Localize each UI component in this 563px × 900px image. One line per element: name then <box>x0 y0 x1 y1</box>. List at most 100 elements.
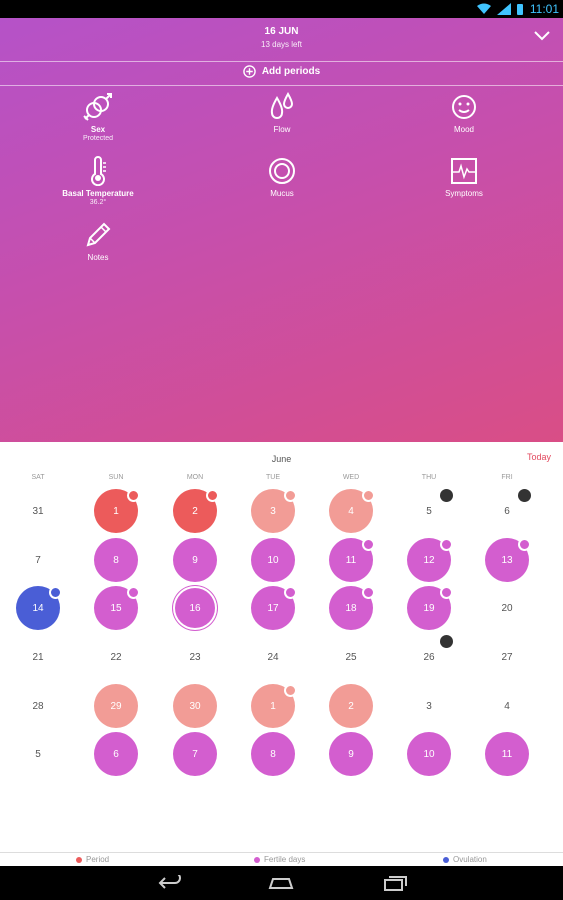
calendar-day[interactable]: 25 <box>345 651 357 663</box>
day-entry-badge <box>440 635 453 648</box>
calendar-day[interactable]: 16 <box>173 586 217 630</box>
legend-label: Fertile days <box>264 855 306 864</box>
status-icons <box>477 3 523 15</box>
tile-mood-label: Mood <box>453 125 474 134</box>
calendar-day[interactable]: 3 <box>426 700 432 712</box>
tile-symptoms[interactable]: Symptoms <box>394 156 534 198</box>
calendar: June Today SAT SUN MON TUE WED THU FRI 3 1 1 2 3 4 5 6… <box>0 442 563 852</box>
calendar-day[interactable]: 10 <box>407 732 451 776</box>
days-left: 13 days left <box>261 40 302 49</box>
calendar-day[interactable]: 27 <box>501 651 513 663</box>
calendar-day[interactable]: 31 <box>32 505 44 517</box>
day-entry-badge <box>518 538 531 551</box>
calendar-day[interactable]: 4 <box>504 700 510 712</box>
calendar-day[interactable]: 9 <box>173 538 217 582</box>
tile-mucus-label: Mucus <box>270 189 294 198</box>
calendar-day[interactable]: 5 <box>426 505 432 517</box>
drops-icon <box>270 92 294 119</box>
day-entry-badge <box>127 586 140 599</box>
pulse-icon <box>451 158 477 184</box>
calendar-day[interactable]: 7 <box>173 732 217 776</box>
calendar-day[interactable]: 20 <box>501 602 513 614</box>
system-navbar <box>0 866 563 900</box>
header-divider <box>0 61 563 62</box>
day-entry-badge <box>49 586 62 599</box>
weekday-tue: TUE <box>266 474 280 481</box>
tile-sex-value: Protected <box>83 135 113 142</box>
wifi-icon <box>477 3 491 14</box>
day-entry-badge <box>284 684 297 697</box>
tile-basal-label: Basal Temperature <box>62 189 134 198</box>
calendar-day[interactable]: 7 <box>35 554 41 566</box>
calendar-day[interactable]: 6 <box>94 732 138 776</box>
pencil-icon <box>86 222 111 247</box>
calendar-day[interactable]: 8 <box>251 732 295 776</box>
back-icon[interactable] <box>157 875 183 891</box>
tile-sex-label: Sex <box>90 125 106 134</box>
day-entry-badge <box>518 489 531 502</box>
tile-flow[interactable]: Flow <box>212 92 352 134</box>
legend: Period Fertile days Ovulation <box>0 852 563 867</box>
day-entry-badge <box>362 538 375 551</box>
home-icon[interactable] <box>268 875 294 891</box>
calendar-day[interactable]: 24 <box>267 651 279 663</box>
add-periods-label: Add periods <box>261 66 321 77</box>
add-circle-icon <box>243 65 256 78</box>
signal-icon <box>497 3 511 15</box>
add-divider <box>0 85 563 86</box>
chevron-down-icon[interactable] <box>533 30 551 42</box>
calendar-day[interactable]: 26 <box>423 651 435 663</box>
thermometer-icon <box>91 156 106 186</box>
weekday-fri: FRI <box>501 474 513 481</box>
smiley-icon <box>452 95 476 119</box>
weekday-sun: SUN <box>108 474 124 481</box>
calendar-day[interactable]: 2 <box>329 684 373 728</box>
month-title: June <box>271 454 292 464</box>
tile-symptoms-label: Symptoms <box>445 189 483 198</box>
calendar-day[interactable]: 29 <box>94 684 138 728</box>
day-detail-panel: 16 JUN 13 days left Add periods Sex Prot… <box>0 18 563 442</box>
calendar-day[interactable]: 8 <box>94 538 138 582</box>
day-entry-badge <box>284 586 297 599</box>
tile-notes[interactable]: Notes <box>28 220 168 262</box>
calendar-day[interactable]: 28 <box>32 700 44 712</box>
tile-notes-label: Notes <box>87 253 109 262</box>
day-entry-badge <box>284 489 297 502</box>
weekday-thu: THU <box>421 474 437 481</box>
calendar-day[interactable]: 5 <box>35 748 41 760</box>
legend-dot-icon <box>254 856 260 863</box>
day-entry-badge <box>440 586 453 599</box>
weekday-wed: WED <box>342 474 360 481</box>
status-bar: 11:01 <box>0 0 563 18</box>
calendar-day[interactable]: 10 <box>251 538 295 582</box>
tile-sex[interactable]: Sex Protected <box>28 92 168 142</box>
tile-basal-value: 36.2° <box>89 199 107 206</box>
mucus-icon <box>269 158 295 184</box>
selected-date: 16 JUN <box>264 26 299 37</box>
legend-item: Period <box>76 855 109 864</box>
tile-flow-label: Flow <box>273 125 291 134</box>
calendar-day[interactable]: 23 <box>189 651 201 663</box>
calendar-day[interactable]: 6 <box>504 505 510 517</box>
legend-label: Ovulation <box>453 855 487 864</box>
calendar-day[interactable]: 22 <box>110 651 122 663</box>
calendar-day[interactable]: 30 <box>173 684 217 728</box>
tile-mood[interactable]: Mood <box>394 92 534 134</box>
add-periods-button[interactable]: Add periods <box>0 65 563 81</box>
battery-icon <box>517 3 523 15</box>
today-button[interactable]: Today <box>526 452 551 462</box>
tile-mucus[interactable]: Mucus <box>212 156 352 198</box>
weekday-mon: MON <box>186 474 204 481</box>
day-entry-badge <box>440 489 453 502</box>
legend-dot-icon <box>443 856 449 863</box>
recents-icon[interactable] <box>382 875 408 891</box>
weekday-sat: SAT <box>31 474 45 481</box>
day-header[interactable]: 16 JUN 13 days left <box>0 18 563 62</box>
tile-basal-temperature[interactable]: Basal Temperature 36.2° <box>28 156 168 206</box>
legend-item: Ovulation <box>443 855 487 864</box>
calendar-day[interactable]: 11 <box>485 732 529 776</box>
legend-item: Fertile days <box>254 855 305 864</box>
calendar-day[interactable]: 9 <box>329 732 373 776</box>
calendar-day[interactable]: 21 <box>32 651 44 663</box>
sex-icon <box>83 93 112 121</box>
